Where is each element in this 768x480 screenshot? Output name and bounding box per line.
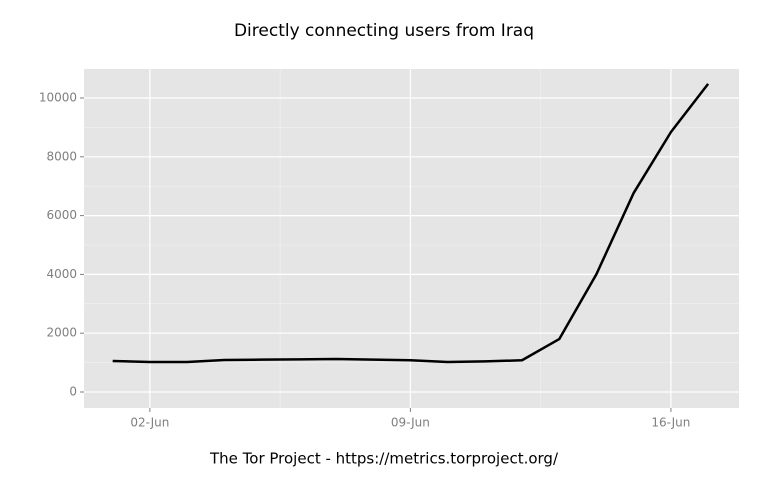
x-tick-label: 02-Jun <box>130 416 169 430</box>
y-tick-label: 2000 <box>46 326 77 340</box>
plot-background <box>84 69 739 408</box>
y-tick-label: 6000 <box>46 208 77 222</box>
x-tick-label: 09-Jun <box>391 416 430 430</box>
x-tick-label: 16-Jun <box>651 416 690 430</box>
y-tick-label: 8000 <box>46 149 77 163</box>
chart-caption: The Tor Project - https://metrics.torpro… <box>209 450 559 468</box>
y-tick-label: 4000 <box>46 267 77 281</box>
data-line <box>112 83 710 364</box>
y-tick-label: 0 <box>69 385 77 399</box>
y-tick-label: 10000 <box>39 90 77 104</box>
chart-title: Directly connecting users from Iraq <box>234 21 534 41</box>
